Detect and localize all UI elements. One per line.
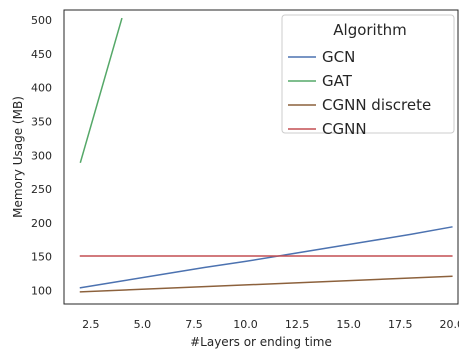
- x-tick-label: 20.0: [440, 318, 459, 331]
- plot-frame: [63, 9, 459, 305]
- x-axis-label: #Layers or ending time: [190, 335, 332, 349]
- x-axis-ticks: 2.5 5.0 7.5 10.0 12.5 15.0 17.5 20.0: [82, 318, 459, 331]
- legend-title: Algorithm: [333, 21, 406, 39]
- x-tick-label: 7.5: [185, 318, 203, 331]
- plot-lines: [79, 17, 453, 293]
- x-tick-label: 12.5: [285, 318, 310, 331]
- x-tick-label: 10.0: [233, 318, 258, 331]
- legend-entry-label: GCN: [322, 48, 355, 66]
- y-tick-label: 250: [31, 183, 52, 196]
- series-line-1: [79, 17, 123, 163]
- x-tick-label: 17.5: [388, 318, 413, 331]
- series-line-0: [79, 226, 453, 289]
- y-tick-label: 300: [31, 149, 52, 162]
- y-tick-label: 100: [31, 284, 52, 297]
- y-tick-label: 150: [31, 251, 52, 264]
- legend-box: [281, 14, 455, 134]
- y-tick-label: 400: [31, 82, 52, 95]
- legend-entry-label: CGNN: [322, 120, 367, 138]
- y-axis-label: Memory Usage (MB): [11, 96, 25, 218]
- legend-entry-label: GAT: [322, 72, 353, 90]
- x-tick-label: 5.0: [134, 318, 152, 331]
- x-tick-label: 2.5: [82, 318, 100, 331]
- y-tick-label: 350: [31, 116, 52, 129]
- y-tick-label: 200: [31, 217, 52, 230]
- y-axis-ticks: 100 150 200 250 300 350 400 450 500: [31, 14, 52, 297]
- x-tick-label: 15.0: [336, 318, 361, 331]
- y-tick-label: 500: [31, 14, 52, 27]
- series-line-2: [79, 275, 453, 293]
- legend-entry-label: CGNN discrete: [322, 96, 431, 114]
- legend: Algorithm GCN GAT CGNN discrete CGNN: [281, 14, 455, 138]
- y-tick-label: 450: [31, 48, 52, 61]
